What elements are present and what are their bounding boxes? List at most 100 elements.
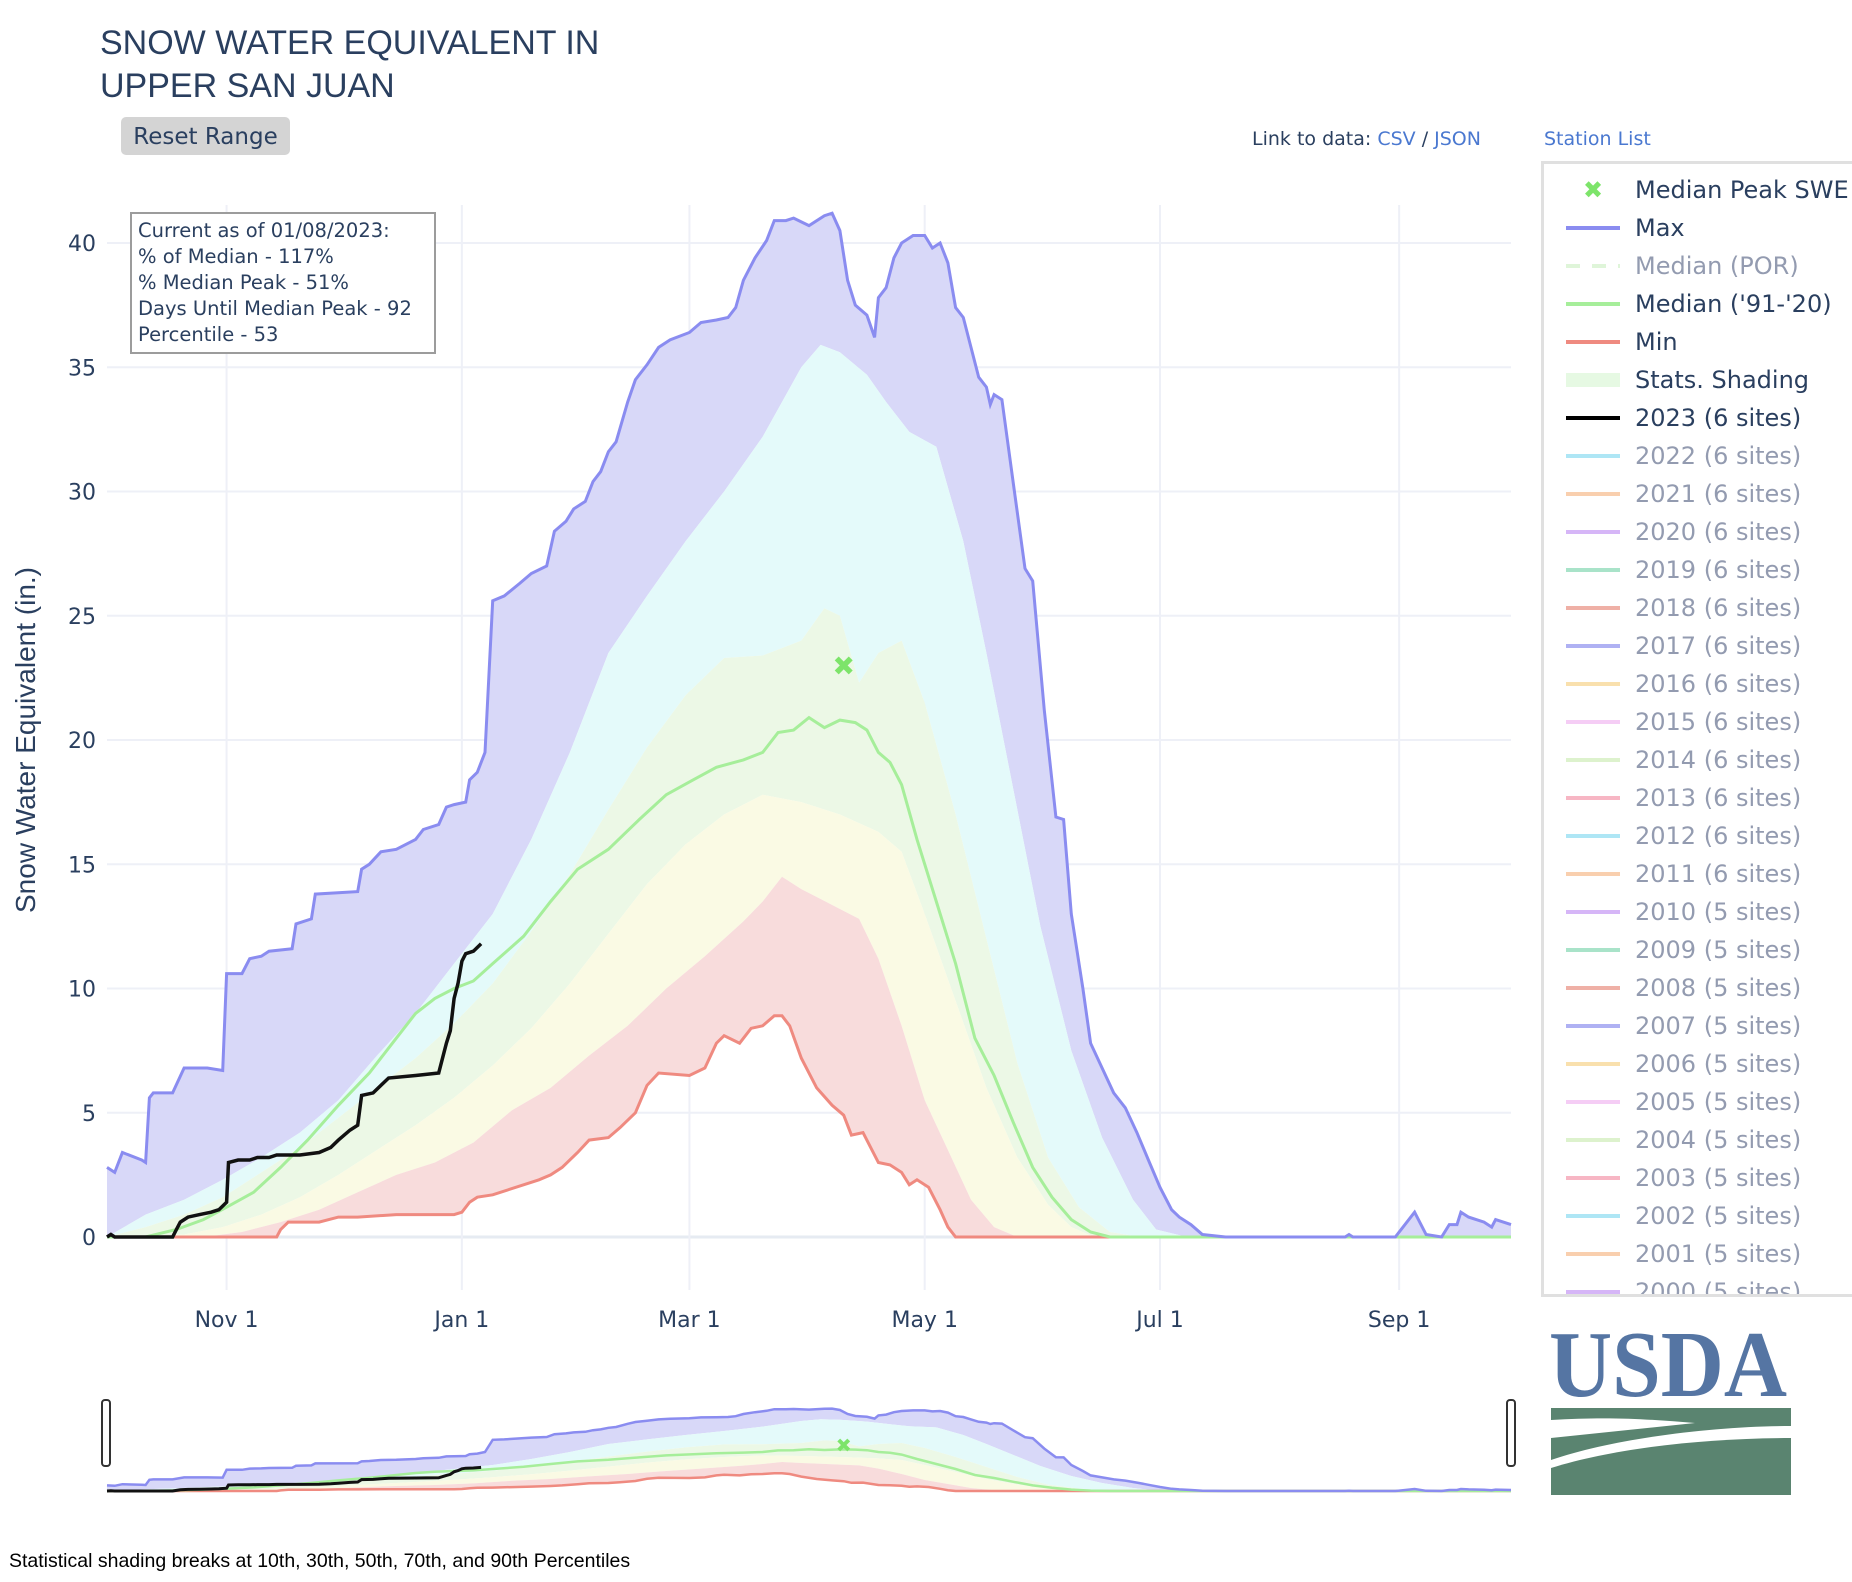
median-peak-marker [837,1438,851,1452]
csv-link[interactable]: CSV [1377,128,1416,150]
legend-item[interactable]: Median ('91-'20) [1544,286,1832,322]
legend-item[interactable]: 2005 (5 sites) [1544,1084,1801,1120]
legend-label: 2000 (5 sites) [1635,1278,1802,1297]
legend-item[interactable]: 2003 (5 sites) [1544,1160,1801,1196]
legend-label: 2013 (6 sites) [1635,784,1802,812]
legend-item[interactable]: 2014 (6 sites) [1544,742,1801,778]
legend-item[interactable]: 2017 (6 sites) [1544,628,1801,664]
band-p70-to-p30 [107,1440,1511,1491]
legend-item[interactable]: Min [1544,324,1678,360]
status-days-until-peak: Days Until Median Peak - 92 [138,297,412,320]
legend-item[interactable]: Median (POR) [1544,248,1799,284]
percentile-bands [107,213,1511,1237]
legend-item[interactable]: 2022 (6 sites) [1544,438,1801,474]
legend-label: Median Peak SWE [1635,176,1849,204]
range-slider[interactable] [101,1399,1516,1493]
legend-item[interactable]: 2002 (5 sites) [1544,1198,1801,1234]
y-tick-label: 20 [68,729,96,754]
median-peak-x [834,656,853,675]
min-line [107,1014,1511,1239]
legend-line-swatch [1566,1252,1620,1256]
x-tick-label: Nov 1 [195,1308,259,1333]
band-p30-to-p10 [107,1455,1511,1491]
band-max-to-p90 [107,213,1511,1237]
band-p10-to-min [107,876,1511,1237]
legend-label: Stats. Shading [1635,366,1810,394]
legend-marker-icon: ✖ [1582,176,1604,204]
legend-item[interactable]: Stats. Shading [1544,362,1809,398]
y-tick-label: 35 [68,356,96,381]
legend-dash-swatch [1566,264,1620,268]
legend-item[interactable]: 2018 (6 sites) [1544,590,1801,626]
status-date: Current as of 01/08/2023: [138,219,390,242]
legend-item[interactable]: 2013 (6 sites) [1544,780,1801,816]
legend-line-swatch [1566,948,1620,952]
legend-line-swatch [1566,986,1620,990]
mini-lines [106,1407,1512,1493]
mini-bands [107,1408,1511,1491]
legend-item[interactable]: 2007 (5 sites) [1544,1008,1801,1044]
legend-item[interactable]: 2004 (5 sites) [1544,1122,1801,1158]
legend-item[interactable]: ✖ Median Peak SWE [1544,172,1849,208]
legend[interactable]: ✖ Median Peak SWE Max Median (POR) Median ('… [1541,161,1852,1297]
legend-line-swatch [1566,1024,1620,1028]
legend-label: 2012 (6 sites) [1635,822,1802,850]
legend-item[interactable]: 2015 (6 sites) [1544,704,1801,740]
series-lines [106,211,1512,1239]
usda-logo: USDA [1549,1320,1791,1495]
legend-line-swatch [1566,910,1620,914]
legend-line-swatch [1566,606,1620,610]
y-tick-label: 30 [68,481,96,506]
legend-label: 2007 (5 sites) [1635,1012,1802,1040]
range-slider-left-handle[interactable] [101,1399,111,1467]
band-p90-to-p70 [107,344,1511,1237]
legend-item[interactable]: 2023 (6 sites) [1544,400,1801,436]
x-tick-label: Jul 1 [1134,1308,1184,1333]
legend-item[interactable]: 2000 (5 sites) [1544,1274,1802,1297]
legend-line-swatch [1566,1176,1620,1180]
min-line [107,1471,1511,1493]
reset-range-button[interactable]: Reset Range [121,117,290,155]
legend-label: 2010 (5 sites) [1635,898,1802,926]
legend-label: 2017 (6 sites) [1635,632,1802,660]
legend-item[interactable]: Max [1544,210,1685,246]
legend-line-swatch [1566,226,1620,230]
range-slider-preview [106,1407,1512,1493]
legend-item[interactable]: 2019 (6 sites) [1544,552,1801,588]
legend-line-swatch [1566,1062,1620,1066]
legend-label: 2020 (6 sites) [1635,518,1802,546]
max-line [106,1407,1512,1493]
legend-label: 2015 (6 sites) [1635,708,1802,736]
status-pct-median-peak: % Median Peak - 51% [138,271,349,294]
station-list-link[interactable]: Station List [1544,128,1651,150]
x-tick-label: Sep 1 [1368,1308,1430,1333]
legend-item[interactable]: 2010 (5 sites) [1544,894,1801,930]
legend-item[interactable]: 2001 (5 sites) [1544,1236,1801,1272]
legend-item[interactable]: 2006 (5 sites) [1544,1046,1801,1082]
legend-item[interactable]: 2008 (5 sites) [1544,970,1801,1006]
legend-item[interactable]: 2016 (6 sites) [1544,666,1801,702]
legend-label: 2022 (6 sites) [1635,442,1802,470]
legend-item[interactable]: 2009 (5 sites) [1544,932,1801,968]
json-link[interactable]: JSON [1434,128,1481,150]
legend-label: 2018 (6 sites) [1635,594,1802,622]
range-slider-right-handle[interactable] [1506,1399,1516,1467]
median-line [107,715,1511,1239]
legend-label: Max [1635,214,1685,242]
legend-label: 2002 (5 sites) [1635,1202,1802,1230]
legend-label: 2009 (5 sites) [1635,936,1802,964]
current-year-line [106,1465,482,1493]
legend-item[interactable]: 2021 (6 sites) [1544,476,1801,512]
legend-line-swatch [1566,302,1620,306]
legend-item[interactable]: 2011 (6 sites) [1544,856,1801,892]
shading-note: Statistical shading breaks at 10th, 30th… [9,1550,631,1572]
legend-label: 2016 (6 sites) [1635,670,1802,698]
legend-item[interactable]: 2012 (6 sites) [1544,818,1801,854]
chart-title-line1: SNOW WATER EQUIVALENT IN [100,24,600,62]
legend-item[interactable]: 2020 (6 sites) [1544,514,1801,550]
band-p10-to-min [107,1462,1511,1491]
y-tick-label: 40 [68,232,96,257]
legend-line-swatch [1566,644,1620,648]
legend-line-swatch [1566,454,1620,458]
legend-label: 2021 (6 sites) [1635,480,1802,508]
